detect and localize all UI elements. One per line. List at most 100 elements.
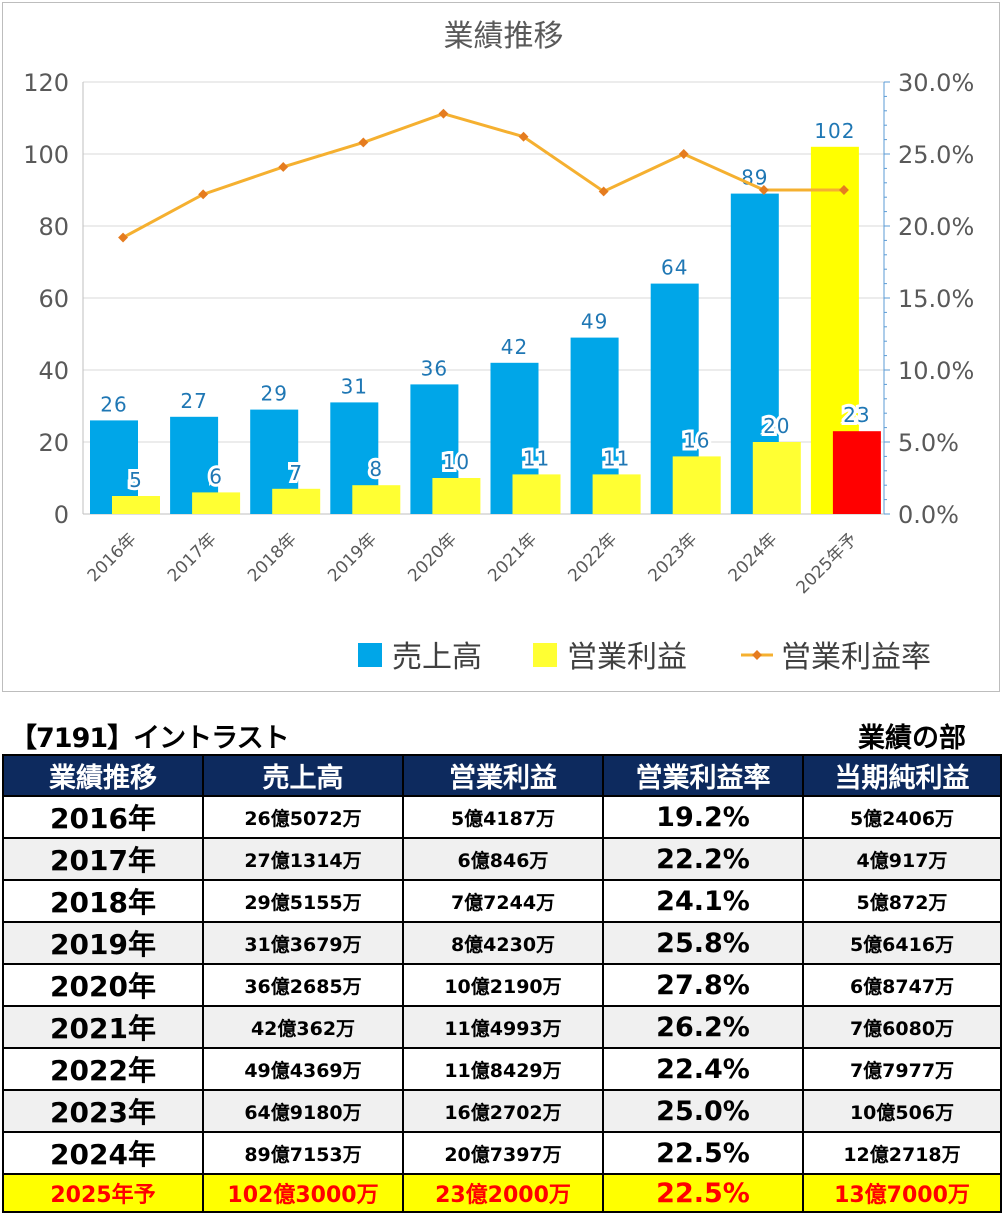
- legend-label-sales: 売上高: [392, 640, 482, 675]
- chart-svg: 業績推移 0 20 40 60 80 100 120 0.0% 5.0% 10.0% 15.0% 20.…: [23, 19, 974, 675]
- y2-tick-label: 20.0%: [898, 213, 974, 241]
- x-tick-label: 2016年: [84, 529, 141, 586]
- cell-sales: 102億3000万: [202, 1173, 404, 1213]
- cell-net-income: 6億8747万: [802, 963, 1002, 1007]
- table-row: 2016年 26億5072万 5億4187万 19.2% 5億2406万: [2, 795, 1002, 839]
- sales-data-label: 29: [260, 382, 287, 406]
- table-row: 2019年 31億3679万 8億4230万 25.8% 5億6416万: [2, 921, 1002, 965]
- operating-profit-data-label: 11: [523, 446, 550, 470]
- cell-period: 2016年: [2, 795, 204, 839]
- cell-operating-margin: 27.8%: [602, 963, 804, 1007]
- cell-operating-profit: 20億7397万: [402, 1131, 604, 1175]
- operating-profit-data-label: 6: [209, 464, 223, 488]
- cell-period: 2017年: [2, 837, 204, 881]
- x-tick-label: 2017年: [164, 529, 221, 586]
- x-tick-label: 2025年予: [793, 529, 862, 598]
- section-title: 業績の部: [858, 723, 966, 754]
- y-tick-label: 20: [38, 429, 69, 457]
- sales-data-label: 49: [581, 310, 608, 334]
- cell-operating-margin: 19.2%: [602, 795, 804, 839]
- x-tick-label: 2022年: [564, 529, 621, 586]
- cell-sales: 42億362万: [202, 1005, 404, 1049]
- sales-data-label: 36: [421, 356, 448, 380]
- operating-profit-data-label: 5: [129, 468, 143, 492]
- operating-profit-bar: [112, 496, 160, 514]
- table-row: 2022年 49億4369万 11億8429万 22.4% 7億7977万: [2, 1047, 1002, 1091]
- cell-operating-profit: 11億4993万: [402, 1005, 604, 1049]
- cell-sales: 89億7153万: [202, 1131, 404, 1175]
- cell-net-income: 5億872万: [802, 879, 1002, 923]
- y2-tick-label: 5.0%: [898, 429, 959, 457]
- y2-tick-label: 25.0%: [898, 141, 974, 169]
- sales-data-label: 26: [100, 392, 127, 416]
- legend-label-operating-margin: 営業利益率: [781, 640, 931, 675]
- operating-profit-bar: [432, 478, 481, 514]
- cell-net-income: 10億506万: [802, 1089, 1002, 1133]
- col-header-sales: 売上高: [202, 754, 404, 797]
- cell-operating-profit: 16億2702万: [402, 1089, 604, 1133]
- cell-net-income: 7億6080万: [802, 1005, 1002, 1049]
- operating-margin-point: [518, 131, 529, 142]
- cell-operating-margin: 22.4%: [602, 1047, 804, 1091]
- cell-operating-profit: 23億2000万: [402, 1173, 604, 1213]
- cell-operating-margin: 22.2%: [602, 837, 804, 881]
- cell-sales: 36億2685万: [202, 963, 404, 1007]
- cell-operating-margin: 22.5%: [602, 1131, 804, 1175]
- operating-profit-data-label: 10: [443, 450, 470, 474]
- sales-data-label: 27: [180, 389, 207, 413]
- x-tick-label: 2023年: [645, 529, 702, 586]
- y-tick-label: 40: [38, 357, 69, 385]
- y2-tick-label: 30.0%: [898, 69, 974, 97]
- operating-profit-data-label: 11: [603, 446, 630, 470]
- operating-profit-data-label: 8: [369, 457, 383, 481]
- sales-data-label: 42: [501, 335, 528, 359]
- operating-profit-bar: [272, 488, 321, 514]
- cell-operating-margin: 26.2%: [602, 1005, 804, 1049]
- x-tick-label: 2021年: [484, 529, 541, 586]
- operating-margin-point: [278, 162, 289, 172]
- cell-net-income: 5億2406万: [802, 795, 1002, 839]
- operating-margin-point: [438, 108, 449, 119]
- cell-period: 2018年: [2, 879, 204, 923]
- cell-period: 2021年: [2, 1005, 204, 1049]
- sales-data-label: 31: [341, 374, 368, 398]
- table-row: 2017年 27億1314万 6億846万 22.2% 4億917万: [2, 837, 1002, 881]
- operating-profit-bar: [352, 485, 401, 514]
- operating-margin-point: [758, 185, 769, 195]
- cell-operating-margin: 24.1%: [602, 879, 804, 923]
- x-tick-label: 2019年: [324, 529, 381, 586]
- company-title: 【7191】イントラスト: [10, 723, 290, 754]
- legend-marker-operating-margin: [752, 650, 762, 660]
- chart-title: 業績推移: [444, 19, 564, 54]
- col-header-net-income: 当期純利益: [802, 754, 1002, 797]
- operating-margin-point: [678, 149, 689, 159]
- operating-profit-data-label: 7: [289, 461, 303, 485]
- cell-period: 2024年: [2, 1131, 204, 1175]
- cell-period: 2025年予: [2, 1173, 204, 1213]
- legend-swatch-operating-profit: [533, 643, 557, 667]
- cell-net-income: 5億6416万: [802, 921, 1002, 965]
- operating-margin-point: [198, 189, 209, 200]
- cell-net-income: 7億7977万: [802, 1047, 1002, 1091]
- x-tick-label: 2024年: [725, 529, 782, 586]
- operating-margin-line: [122, 112, 844, 239]
- cell-sales: 64億9180万: [202, 1089, 404, 1133]
- cell-period: 2020年: [2, 963, 204, 1007]
- col-header-operating-profit: 営業利益: [402, 754, 604, 797]
- cell-operating-profit: 6億846万: [402, 837, 604, 881]
- operating-profit-bar: [832, 431, 881, 514]
- y-tick-label: 60: [38, 285, 69, 313]
- cell-period: 2019年: [2, 921, 204, 965]
- operating-profit-bar: [672, 456, 721, 514]
- cell-operating-margin: 22.5%: [602, 1173, 804, 1213]
- cell-operating-profit: 8億4230万: [402, 921, 604, 965]
- y2-tick-label: 15.0%: [898, 285, 974, 313]
- cell-sales: 27億1314万: [202, 837, 404, 881]
- operating-margin-point: [839, 185, 849, 195]
- x-tick-label: 2020年: [404, 529, 461, 586]
- operating-margin-point: [598, 186, 609, 197]
- cell-sales: 49億4369万: [202, 1047, 404, 1091]
- table-row: 2023年 64億9180万 16億2702万 25.0% 10億506万: [2, 1089, 1002, 1133]
- table-header-row: 業績推移 売上高 営業利益 営業利益率 当期純利益: [2, 754, 1002, 797]
- cell-sales: 31億3679万: [202, 921, 404, 965]
